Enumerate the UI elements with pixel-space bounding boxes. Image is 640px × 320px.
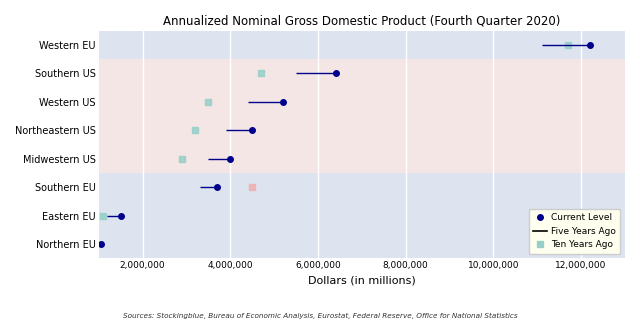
Bar — [99, 230, 625, 259]
Title: Annualized Nominal Gross Domestic Product (Fourth Quarter 2020): Annualized Nominal Gross Domestic Produc… — [163, 15, 561, 28]
Bar — [99, 116, 625, 145]
Bar — [99, 145, 625, 173]
X-axis label: Dollars (in millions): Dollars (in millions) — [308, 276, 416, 286]
Legend: Current Level, Five Years Ago, Ten Years Ago: Current Level, Five Years Ago, Ten Years… — [529, 209, 621, 254]
Bar — [99, 202, 625, 230]
Text: Sources: Stockingblue, Bureau of Economic Analysis, Eurostat, Federal Reserve, O: Sources: Stockingblue, Bureau of Economi… — [123, 313, 517, 319]
Bar — [99, 173, 625, 202]
Bar — [99, 88, 625, 116]
Bar — [99, 30, 625, 59]
Bar — [99, 59, 625, 88]
